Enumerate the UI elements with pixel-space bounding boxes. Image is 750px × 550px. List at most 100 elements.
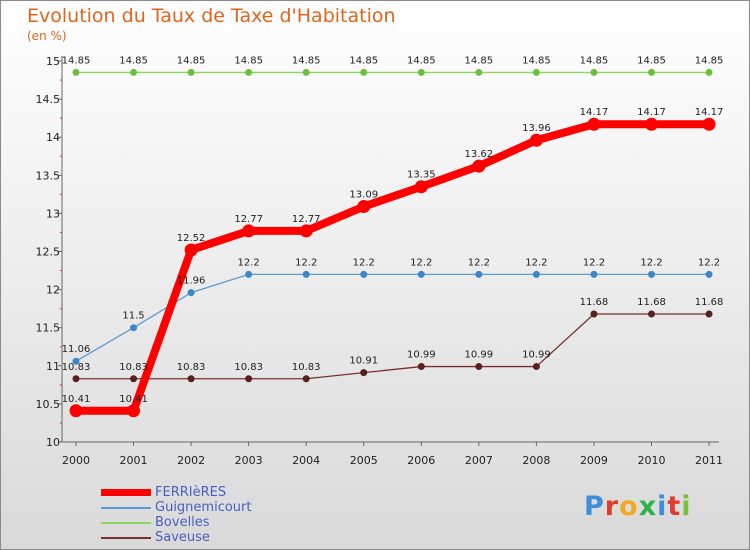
data-point-bovelles <box>475 68 483 76</box>
legend: FERRIèRES Guignemicourt Bovelles Saveuse <box>101 485 401 545</box>
logo-letter: i <box>657 491 668 522</box>
data-label-bovelles: 14.85 <box>119 55 148 66</box>
data-label-saveuse: 10.83 <box>292 362 321 373</box>
data-label-bovelles: 14.85 <box>407 55 436 66</box>
data-point-guignemicourt <box>187 289 195 297</box>
data-point-saveuse <box>705 310 713 318</box>
data-point-saveuse <box>532 363 540 371</box>
legend-label-bovelles: Bovelles <box>155 515 210 530</box>
series-line-saveuse <box>76 313 710 380</box>
data-point-bovelles <box>590 68 598 76</box>
y-tick-label: 13.5 <box>36 169 61 182</box>
data-label-ferrieres: 14.17 <box>580 107 609 118</box>
data-point-guignemicourt <box>130 324 138 332</box>
legend-label-guignemicourt: Guignemicourt <box>155 500 252 515</box>
data-label-guignemicourt: 12.2 <box>353 257 375 268</box>
data-label-ferrieres: 14.17 <box>695 107 724 118</box>
x-tick-label: 2001 <box>120 454 148 467</box>
data-label-bovelles: 14.85 <box>637 55 666 66</box>
data-point-ferrieres <box>127 404 141 418</box>
data-label-saveuse: 10.83 <box>119 362 148 373</box>
data-label-bovelles: 14.85 <box>62 55 91 66</box>
data-label-ferrieres: 13.96 <box>522 123 551 134</box>
data-label-saveuse: 10.83 <box>62 362 91 373</box>
legend-item-bovelles[interactable]: Bovelles <box>101 515 401 530</box>
logo-letter: x <box>638 491 658 522</box>
y-tick-label: 10 <box>46 436 60 449</box>
data-label-guignemicourt: 12.2 <box>583 257 605 268</box>
data-point-guignemicourt <box>245 270 253 278</box>
data-point-ferrieres <box>414 180 428 194</box>
legend-item-saveuse[interactable]: Saveuse <box>101 530 401 545</box>
data-label-guignemicourt: 12.2 <box>525 257 547 268</box>
data-point-ferrieres <box>529 133 543 147</box>
x-tick-label: 2011 <box>695 454 723 467</box>
x-tick-label: 2009 <box>580 454 608 467</box>
data-label-bovelles: 14.85 <box>695 55 724 66</box>
data-point-ferrieres <box>357 200 371 214</box>
data-label-bovelles: 14.85 <box>292 55 321 66</box>
data-label-ferrieres: 13.62 <box>465 149 494 160</box>
data-label-guignemicourt: 12.2 <box>295 257 317 268</box>
data-point-saveuse <box>360 369 368 377</box>
chart-title: Evolution du Taux de Taxe d'Habitation <box>27 5 396 27</box>
data-label-bovelles: 14.85 <box>234 55 263 66</box>
data-label-saveuse: 11.68 <box>580 297 609 308</box>
x-tick-label: 2003 <box>235 454 263 467</box>
data-point-bovelles <box>417 68 425 76</box>
y-tick-label: 12.5 <box>36 246 61 259</box>
data-point-guignemicourt <box>475 270 483 278</box>
data-point-saveuse <box>302 375 310 383</box>
logo-letter: P <box>584 491 605 522</box>
data-point-guignemicourt <box>72 357 80 365</box>
data-point-ferrieres <box>645 117 658 131</box>
chart-subtitle: (en %) <box>27 29 67 43</box>
data-point-bovelles <box>187 68 195 76</box>
data-label-ferrieres: 13.09 <box>349 190 378 201</box>
data-point-saveuse <box>72 375 80 383</box>
y-tick-label: 15 <box>46 55 60 68</box>
data-point-guignemicourt <box>302 270 310 278</box>
legend-swatch-guignemicourt <box>101 507 151 509</box>
data-label-guignemicourt: 11.96 <box>177 276 206 287</box>
data-point-guignemicourt <box>705 270 713 278</box>
data-label-bovelles: 14.85 <box>177 55 206 66</box>
data-point-bovelles <box>245 68 253 76</box>
legend-label-ferrieres: FERRIèRES <box>155 485 227 500</box>
logo-letter: t <box>667 491 682 522</box>
legend-swatch-bovelles <box>101 522 151 524</box>
x-tick-label: 2004 <box>292 454 320 467</box>
data-label-guignemicourt: 12.2 <box>698 257 720 268</box>
data-label-guignemicourt: 12.2 <box>410 257 432 268</box>
data-point-saveuse <box>417 363 425 371</box>
data-label-ferrieres: 12.52 <box>177 233 206 244</box>
x-tick-label: 2008 <box>522 454 550 467</box>
logo-letter: o <box>619 491 639 522</box>
data-label-saveuse: 10.91 <box>349 356 378 367</box>
data-label-ferrieres: 12.77 <box>234 214 263 225</box>
data-point-saveuse <box>245 375 253 383</box>
legend-item-ferrieres[interactable]: FERRIèRES <box>101 485 401 500</box>
data-point-bovelles <box>705 68 713 76</box>
data-label-saveuse: 10.99 <box>465 350 494 361</box>
data-point-saveuse <box>475 363 483 371</box>
legend-swatch-saveuse <box>101 537 151 539</box>
y-tick-label: 13 <box>46 207 60 220</box>
data-label-guignemicourt: 11.06 <box>62 344 91 355</box>
data-label-guignemicourt: 12.2 <box>468 257 490 268</box>
data-point-guignemicourt <box>360 270 368 278</box>
x-tick-label: 2000 <box>62 454 90 467</box>
data-point-ferrieres <box>587 117 601 131</box>
data-point-bovelles <box>532 68 540 76</box>
data-label-bovelles: 14.85 <box>522 55 551 66</box>
logo-letter: i <box>681 491 692 522</box>
y-tick-label: 12 <box>46 284 60 297</box>
data-point-ferrieres <box>472 159 486 173</box>
legend-item-guignemicourt[interactable]: Guignemicourt <box>101 500 401 515</box>
data-point-bovelles <box>130 68 138 76</box>
data-point-saveuse <box>187 375 195 383</box>
data-label-bovelles: 14.85 <box>465 55 494 66</box>
data-label-guignemicourt: 12.2 <box>238 257 260 268</box>
data-label-ferrieres: 10.41 <box>119 394 148 405</box>
data-point-saveuse <box>590 310 598 318</box>
